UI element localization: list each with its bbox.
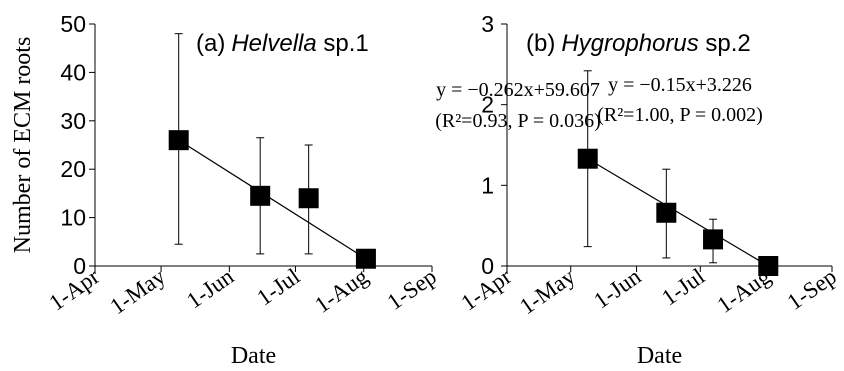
data-point-marker <box>298 188 319 209</box>
y-tick-label: 0 <box>481 253 494 279</box>
data-point-marker <box>355 248 376 269</box>
data-point-marker <box>168 130 189 151</box>
x-tick-label: 1-May <box>515 263 580 319</box>
data-point-marker <box>250 185 271 206</box>
x-tick-label: 1-Jul <box>252 264 304 311</box>
x-tick-label: 1-Jul <box>657 264 709 311</box>
data-point-marker <box>703 229 724 250</box>
y-tick-label: 10 <box>60 205 86 231</box>
fit-stats: (R²=0.93, P = 0.036) <box>435 110 601 132</box>
panel-title-species: sp.1 <box>317 30 369 57</box>
panel-title: (b) Hygrophorus sp.2 <box>526 30 751 57</box>
y-tick-label: 50 <box>60 11 86 37</box>
data-point-marker <box>577 148 598 169</box>
panel-title-species: sp.2 <box>699 30 751 57</box>
y-tick-label: 30 <box>60 108 86 134</box>
y-tick-label: 1 <box>481 172 494 198</box>
x-tick-label: 1-May <box>105 263 170 319</box>
x-axis-label: Date <box>231 343 276 369</box>
y-tick-label: 3 <box>481 11 494 37</box>
x-tick-label: 1-Aug <box>310 263 373 317</box>
y-tick-label: 40 <box>60 59 86 85</box>
y-tick-label: 20 <box>60 156 86 182</box>
panel-label: (b) <box>526 30 555 57</box>
fit-equation: y = −0.15x+3.226 <box>608 74 752 96</box>
data-point-marker <box>758 256 779 276</box>
y-tick-label: 0 <box>73 253 86 279</box>
panel-label: (a) <box>196 30 225 57</box>
panel-title: (a) Helvella sp.1 <box>196 30 369 57</box>
regression-line <box>587 158 769 267</box>
fit-equation: y = −0.262x+59.607 <box>436 79 600 101</box>
y-axis-label: Number of ECM roots <box>10 37 36 254</box>
data-point-marker <box>656 202 677 223</box>
x-tick-label: 1-Jun <box>589 263 646 313</box>
x-axis-label: Date <box>637 343 682 369</box>
panel-title-genus: Hygrophorus <box>561 30 698 57</box>
regression-line <box>178 139 367 260</box>
panel-title-genus: Helvella <box>231 30 316 57</box>
y-tick-label: 2 <box>481 92 494 118</box>
x-tick-label: 1-Jun <box>182 263 239 313</box>
fit-stats: (R²=1.00, P = 0.002) <box>597 104 763 126</box>
